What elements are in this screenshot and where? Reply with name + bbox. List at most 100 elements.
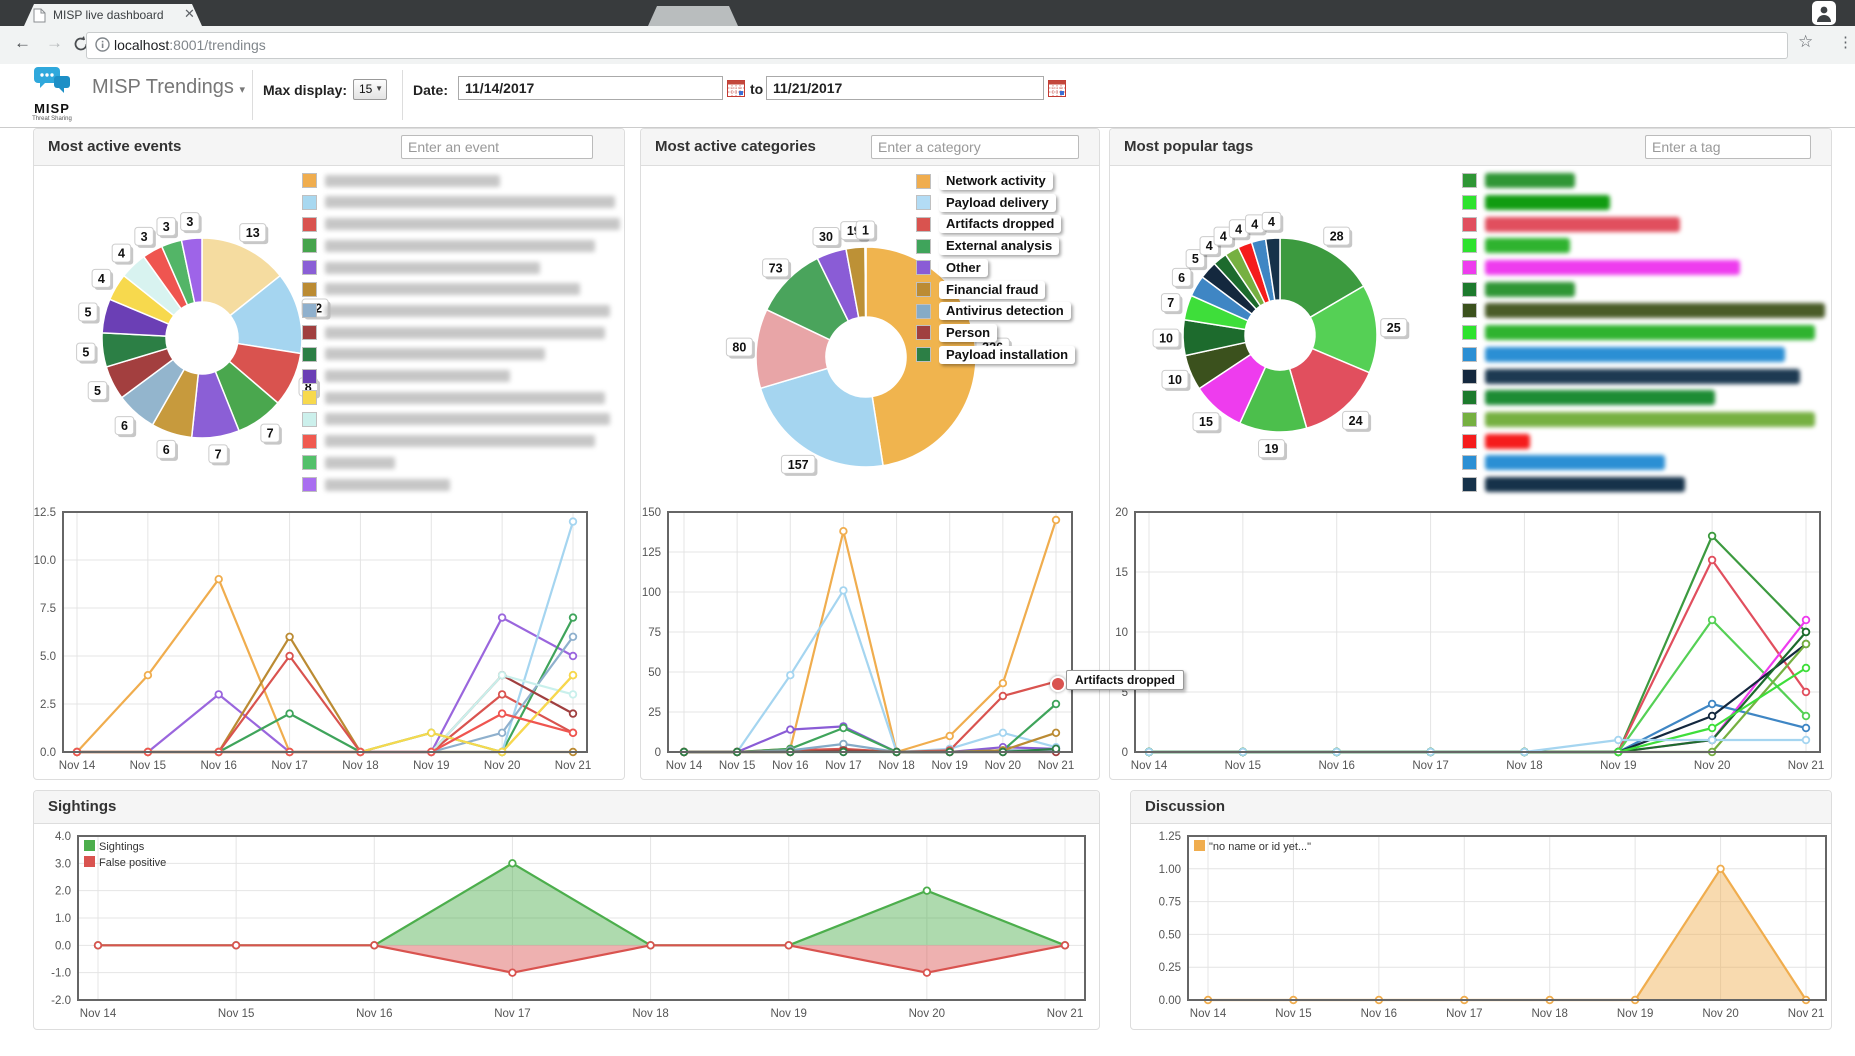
svg-text:13: 13	[246, 226, 260, 240]
legend-item[interactable]	[302, 172, 500, 192]
legend-item[interactable]	[1462, 302, 1825, 322]
legend-swatch	[1462, 390, 1477, 406]
browser-menu-icon[interactable]: ⋮	[1838, 34, 1853, 51]
legend-item[interactable]	[302, 259, 540, 279]
legend-item[interactable]: Financial fraud	[916, 280, 1046, 301]
svg-text:24: 24	[1349, 414, 1363, 428]
legend-item[interactable]	[1462, 454, 1665, 474]
category-search-input[interactable]	[871, 135, 1079, 159]
legend-item[interactable]	[302, 367, 510, 387]
svg-text:Nov 18: Nov 18	[632, 1008, 668, 1020]
redacted-tag-chip	[1485, 325, 1815, 341]
svg-text:Nov 17: Nov 17	[271, 760, 307, 772]
bookmark-star-icon[interactable]: ☆	[1798, 32, 1814, 51]
svg-text:Nov 14: Nov 14	[80, 1008, 117, 1020]
legend-item[interactable]	[302, 411, 610, 431]
legend-swatch	[1462, 194, 1477, 210]
tab-close-icon[interactable]: ✕	[184, 6, 195, 21]
svg-text:Nov 15: Nov 15	[218, 1008, 254, 1020]
back-icon[interactable]: ←	[14, 33, 31, 52]
event-search-input[interactable]	[401, 135, 593, 159]
ghost-tab[interactable]	[648, 6, 738, 26]
legend-item[interactable]	[1462, 389, 1715, 409]
svg-text:6: 6	[163, 443, 170, 457]
legend-item[interactable]	[1462, 259, 1740, 279]
legend-swatch	[1462, 477, 1477, 493]
redacted-tag-chip	[1485, 390, 1715, 406]
browser-profile-button[interactable]	[1812, 1, 1836, 25]
legend-item[interactable]	[1462, 172, 1575, 192]
legend-swatch	[302, 238, 317, 254]
max-display-select[interactable]: 15 ▼	[353, 79, 387, 100]
misp-logo[interactable]: MISP Threat Sharing	[22, 66, 82, 122]
legend-item[interactable]	[1462, 432, 1530, 452]
legend-item[interactable]	[1462, 346, 1785, 366]
redacted-event-name	[325, 391, 605, 404]
legend-item[interactable]	[302, 389, 605, 409]
legend-item[interactable]	[1462, 476, 1685, 496]
legend-item[interactable]: Network activity	[916, 172, 1053, 192]
svg-text:Nov 20: Nov 20	[1694, 760, 1730, 772]
legend-item[interactable]	[302, 324, 605, 344]
reload-icon[interactable]	[72, 35, 90, 53]
calendar-icon[interactable]	[1048, 80, 1066, 97]
legend-item[interactable]	[1462, 237, 1570, 257]
date-from-input[interactable]	[458, 76, 723, 100]
legend-item[interactable]	[302, 346, 545, 366]
legend-item[interactable]	[302, 302, 610, 322]
legend-swatch	[1462, 238, 1477, 254]
date-to-input[interactable]	[766, 76, 1044, 100]
redacted-event-name	[325, 435, 595, 448]
legend-item[interactable]	[1462, 367, 1800, 387]
page-info-icon[interactable]	[95, 37, 110, 52]
legend-item[interactable]	[302, 237, 595, 257]
svg-text:1.25: 1.25	[1159, 831, 1181, 843]
sightings-legend: Sightings False positive	[84, 840, 166, 869]
page-favicon	[33, 8, 46, 23]
svg-text:2.5: 2.5	[40, 699, 56, 711]
legend-swatch	[302, 390, 317, 406]
url-bar[interactable]	[86, 32, 1788, 59]
legend-item[interactable]: Payload delivery	[916, 193, 1056, 214]
legend-swatch	[1462, 260, 1477, 276]
legend-item[interactable]	[302, 454, 395, 474]
legend-item[interactable]	[302, 432, 595, 452]
calendar-icon[interactable]	[727, 80, 745, 97]
misp-logo-icon	[34, 67, 70, 93]
tag-search-input[interactable]	[1645, 135, 1811, 159]
legend-swatch	[1462, 433, 1477, 449]
redacted-tag-chip	[1485, 303, 1825, 319]
legend-item[interactable]	[1462, 411, 1815, 431]
redacted-event-name	[325, 196, 615, 209]
legend-item[interactable]	[1462, 194, 1610, 214]
redacted-tag-chip	[1485, 238, 1570, 254]
legend-item[interactable]: External analysis	[916, 237, 1060, 257]
legend-item[interactable]	[1462, 324, 1815, 344]
legend-item[interactable]: Artifacts dropped	[916, 215, 1062, 235]
legend-item[interactable]: Other	[916, 258, 988, 279]
svg-text:5: 5	[84, 305, 91, 319]
legend-label: Antivirus detection	[939, 302, 1071, 321]
svg-text:0.50: 0.50	[1159, 929, 1181, 941]
legend-item[interactable]	[1462, 215, 1680, 235]
redacted-tag-chip	[1485, 216, 1680, 232]
legend-label: External analysis	[939, 237, 1060, 256]
legend-swatch	[916, 216, 931, 232]
legend-item[interactable]	[302, 281, 580, 301]
forward-icon[interactable]: →	[46, 33, 63, 52]
legend-item[interactable]	[302, 194, 615, 214]
legend-item[interactable]: Payload installation	[916, 345, 1076, 366]
svg-text:7: 7	[215, 447, 222, 461]
legend-swatch	[302, 433, 317, 449]
legend-item[interactable]: Antivirus detection	[916, 302, 1071, 322]
legend-item[interactable]	[1462, 281, 1575, 301]
browser-tab[interactable]	[24, 4, 202, 26]
legend-swatch	[916, 347, 931, 363]
app-title-dropdown[interactable]: MISP Trendings ▾	[92, 76, 246, 98]
svg-text:Nov 21: Nov 21	[1047, 1008, 1083, 1020]
legend-item[interactable]: Person	[916, 323, 998, 344]
legend-item[interactable]	[302, 476, 450, 496]
legend-item[interactable]	[302, 215, 620, 235]
